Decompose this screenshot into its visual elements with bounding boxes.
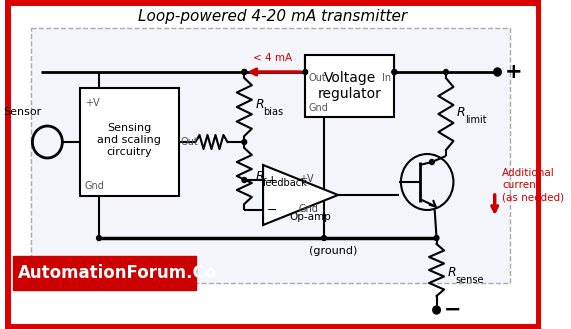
Circle shape — [392, 69, 397, 74]
Text: Gnd: Gnd — [299, 204, 319, 214]
Circle shape — [433, 306, 440, 314]
Circle shape — [434, 236, 439, 240]
Text: Gnd: Gnd — [85, 181, 104, 191]
FancyBboxPatch shape — [305, 55, 395, 117]
Circle shape — [96, 236, 101, 240]
Text: < 4 mA: < 4 mA — [253, 53, 292, 63]
Circle shape — [303, 69, 308, 74]
Circle shape — [242, 178, 247, 183]
Text: $R$: $R$ — [255, 98, 264, 112]
Text: bias: bias — [263, 107, 283, 117]
Text: Additional
current
(as needed): Additional current (as needed) — [502, 167, 564, 202]
Text: $R$: $R$ — [456, 107, 466, 119]
Text: Sensing
and scaling
circuitry: Sensing and scaling circuitry — [98, 123, 162, 157]
Text: +: + — [505, 62, 522, 82]
FancyBboxPatch shape — [13, 256, 195, 290]
Text: (ground): (ground) — [309, 246, 357, 256]
Text: Out: Out — [308, 73, 326, 83]
Text: Op-amp: Op-amp — [289, 212, 331, 222]
Circle shape — [429, 160, 434, 164]
Text: Out: Out — [180, 137, 198, 147]
Text: Gnd: Gnd — [308, 103, 328, 113]
Text: +V: +V — [85, 98, 99, 108]
Text: limit: limit — [465, 115, 486, 125]
Text: sense: sense — [455, 275, 484, 285]
Text: Sensor: Sensor — [3, 107, 41, 117]
Circle shape — [392, 69, 397, 74]
Text: Loop-powered 4-20 mA transmitter: Loop-powered 4-20 mA transmitter — [138, 9, 407, 23]
Circle shape — [321, 236, 327, 240]
FancyBboxPatch shape — [31, 28, 510, 283]
Text: +: + — [267, 173, 278, 187]
Circle shape — [444, 69, 448, 74]
Text: −: − — [444, 300, 461, 320]
Text: feedback: feedback — [263, 178, 308, 188]
Circle shape — [242, 69, 247, 74]
Text: $R$: $R$ — [255, 169, 264, 183]
Text: AutomationForum.Co: AutomationForum.Co — [18, 264, 218, 282]
Circle shape — [494, 68, 501, 76]
Text: +V: +V — [299, 174, 313, 184]
Text: $R$: $R$ — [447, 266, 456, 279]
FancyBboxPatch shape — [80, 88, 179, 196]
Polygon shape — [263, 165, 338, 225]
FancyBboxPatch shape — [7, 2, 539, 327]
Circle shape — [242, 69, 247, 74]
Text: In: In — [383, 73, 392, 83]
Text: Voltage
regulator: Voltage regulator — [318, 71, 382, 101]
Text: −: − — [267, 204, 278, 216]
Circle shape — [242, 139, 247, 144]
